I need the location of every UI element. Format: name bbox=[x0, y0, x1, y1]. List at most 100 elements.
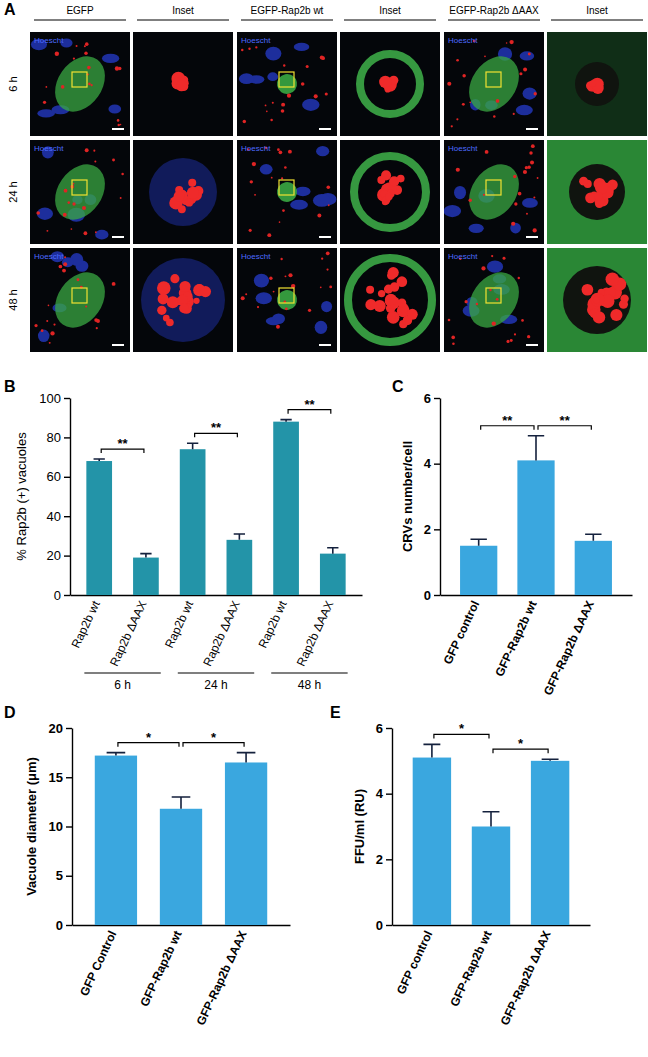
x-tick: GFP-Rap2b ΔAAX bbox=[541, 595, 597, 697]
inclusion-body bbox=[385, 193, 393, 201]
bar bbox=[225, 762, 267, 925]
micrograph-background bbox=[444, 248, 544, 352]
bar bbox=[86, 461, 112, 595]
micrograph-background bbox=[547, 140, 647, 244]
bar bbox=[531, 761, 569, 925]
nucleus bbox=[302, 99, 319, 111]
micrograph: Hoescht bbox=[237, 140, 337, 244]
nucleus bbox=[254, 274, 269, 288]
inclusion-dot bbox=[281, 177, 283, 179]
vacuole bbox=[569, 164, 625, 220]
inclusion-dot bbox=[452, 342, 455, 345]
group-rule bbox=[271, 672, 347, 673]
nucleus bbox=[313, 194, 331, 207]
row-label: 24 h bbox=[7, 181, 19, 202]
error-bar bbox=[237, 753, 256, 763]
inclusion-dot bbox=[456, 168, 460, 172]
y-tick-label: 0 bbox=[54, 588, 61, 603]
micrograph-background bbox=[547, 248, 647, 352]
inset-box bbox=[279, 72, 294, 87]
inclusion-dot bbox=[496, 99, 500, 103]
column-header-rule bbox=[137, 20, 229, 21]
inclusion-dot bbox=[525, 166, 528, 169]
vacuole bbox=[575, 62, 619, 106]
cell-body bbox=[459, 263, 529, 337]
panel-a: AEGFPInsetEGFP-Rap2b wtInsetEGFP-Rap2b Δ… bbox=[4, 1, 647, 352]
cell-body bbox=[273, 178, 301, 206]
inclusion-dot bbox=[280, 258, 282, 260]
inset-box bbox=[72, 72, 87, 87]
error-bar bbox=[140, 554, 151, 558]
micrograph: Hoescht bbox=[237, 248, 337, 352]
inclusion-body bbox=[388, 267, 399, 278]
inclusion-body bbox=[594, 192, 602, 200]
y-axis-title: CRVs number/cell bbox=[400, 441, 415, 552]
nucleus bbox=[102, 54, 119, 63]
x-tick: GFP-Rap2b wt bbox=[447, 925, 494, 1009]
inclusion-dot bbox=[46, 320, 48, 322]
group-label: 48 h bbox=[298, 678, 321, 692]
inclusion-dot bbox=[533, 228, 537, 232]
inclusion-dot bbox=[241, 49, 244, 52]
y-tick-label: 2 bbox=[424, 522, 431, 537]
y-axis-title: % Rap2b (+) vacuoles bbox=[14, 432, 29, 561]
x-axis-line bbox=[441, 595, 633, 596]
y-tick-label: 20 bbox=[47, 548, 61, 563]
y-tick-label: 4 bbox=[424, 456, 432, 471]
significance-label: ** bbox=[117, 436, 128, 451]
inclusion-body bbox=[589, 80, 596, 87]
inclusion-dot bbox=[279, 150, 283, 154]
inclusion-dot bbox=[287, 94, 291, 98]
bar bbox=[273, 422, 299, 595]
inclusion-body bbox=[585, 193, 596, 204]
y-tick: 0 bbox=[424, 588, 440, 603]
inclusion-dot bbox=[521, 319, 524, 322]
nucleus bbox=[294, 43, 310, 51]
x-tick: GFP-Rap2b ΔAAX bbox=[498, 925, 554, 1027]
inclusion-dot bbox=[34, 324, 37, 327]
y-tick-label: 0 bbox=[424, 588, 431, 603]
inclusion-dot bbox=[288, 150, 292, 154]
micrograph bbox=[547, 32, 647, 136]
y-tick-mark bbox=[386, 859, 392, 860]
y-tick: 80 bbox=[47, 430, 70, 445]
micrograph: Hoescht bbox=[30, 140, 130, 244]
y-tick: 20 bbox=[47, 548, 70, 563]
stain-label: Hoescht bbox=[34, 252, 64, 261]
x-tick: Rap2b ΔAAX bbox=[107, 595, 150, 668]
inclusion-dot bbox=[523, 170, 527, 174]
inclusion-dot bbox=[276, 325, 280, 329]
nucleus bbox=[316, 146, 329, 156]
bar bbox=[460, 546, 497, 595]
y-tick-label: 40 bbox=[47, 509, 61, 524]
inclusion-body bbox=[397, 175, 405, 183]
x-tick: GFP-Rap2b wt bbox=[492, 595, 539, 679]
significance-label: * bbox=[211, 730, 217, 745]
inclusion-dot bbox=[94, 160, 96, 162]
inclusion-dot bbox=[266, 110, 268, 112]
x-tick: GFP control bbox=[441, 595, 483, 666]
inclusion-dot bbox=[120, 197, 122, 199]
y-tick-label: 80 bbox=[47, 430, 61, 445]
inclusion-dot bbox=[281, 109, 285, 113]
nucleus bbox=[265, 47, 281, 61]
inclusion-dot bbox=[283, 64, 285, 66]
micrograph-background bbox=[237, 32, 337, 136]
y-tick-mark bbox=[64, 555, 70, 556]
error-bar bbox=[585, 534, 601, 541]
inclusion-dot bbox=[43, 101, 46, 104]
inclusion-dot bbox=[531, 144, 535, 148]
y-tick: 20 bbox=[49, 721, 72, 736]
nucleus bbox=[516, 105, 533, 115]
inclusion-dot bbox=[506, 340, 509, 343]
inclusion-dot bbox=[485, 150, 489, 154]
inclusion-dot bbox=[321, 258, 323, 260]
micrograph-background bbox=[237, 140, 337, 244]
row-label: 48 h bbox=[7, 289, 19, 310]
nucleus bbox=[522, 198, 538, 208]
inclusion-body bbox=[620, 295, 628, 303]
x-axis: GFP ControlGFP-Rap2b wtGFP-Rap2b ΔAAX bbox=[73, 925, 291, 1027]
vacuole-ring bbox=[348, 258, 432, 342]
x-tick: GFP-Rap2b wt bbox=[137, 925, 184, 1009]
bar bbox=[133, 558, 159, 595]
